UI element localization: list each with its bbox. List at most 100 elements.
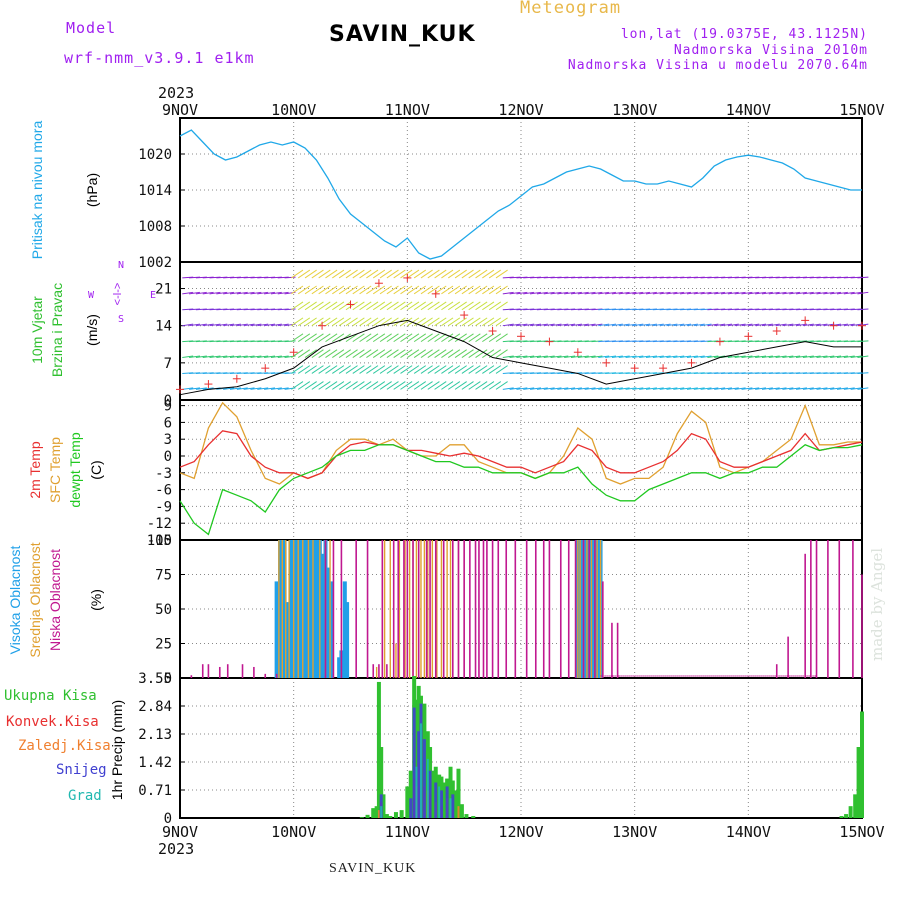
wind-barb bbox=[475, 269, 488, 279]
wind-barb bbox=[482, 269, 495, 279]
wind-barb bbox=[652, 323, 664, 327]
wind-barb bbox=[366, 269, 379, 279]
wind-barb bbox=[666, 355, 678, 359]
wind-barb bbox=[707, 355, 719, 359]
wind-barb bbox=[693, 291, 705, 295]
wind-barb bbox=[400, 365, 413, 374]
wind-barb bbox=[523, 387, 535, 390]
wind-barb bbox=[318, 301, 331, 311]
total-precip-bar bbox=[456, 768, 461, 818]
wind-barb bbox=[857, 355, 869, 359]
wind-barb bbox=[332, 365, 345, 374]
wind-barb bbox=[386, 333, 399, 343]
wind-barb bbox=[338, 349, 352, 358]
total-precip-bar bbox=[848, 806, 853, 818]
y-tick-label: 25 bbox=[155, 637, 172, 653]
wind-barb bbox=[796, 355, 808, 359]
wind-barb bbox=[598, 291, 610, 295]
pressure-unit-label: (hPa) bbox=[84, 173, 100, 207]
wind-barb bbox=[830, 387, 842, 390]
wind-barb bbox=[345, 269, 358, 279]
mid-cloud-bar bbox=[446, 540, 448, 678]
wind-barb bbox=[761, 387, 773, 390]
wind-barb bbox=[748, 387, 760, 390]
wind-barb bbox=[639, 355, 651, 359]
wind-barb bbox=[775, 355, 787, 359]
wind-barb bbox=[734, 387, 746, 390]
high-cloud-bar bbox=[337, 657, 342, 678]
wind-barb bbox=[570, 355, 582, 359]
wind-barb bbox=[584, 387, 596, 390]
wind-barb bbox=[625, 291, 637, 295]
low-cloud-bar bbox=[827, 540, 829, 678]
snow-bar bbox=[412, 707, 416, 818]
wind-barb bbox=[338, 269, 352, 279]
wind-barb bbox=[236, 291, 248, 295]
wind-barb bbox=[291, 349, 304, 358]
wind-barb bbox=[686, 355, 698, 359]
low-cloud-bar bbox=[381, 540, 384, 678]
high-cloud-bar bbox=[314, 540, 319, 678]
wind-barb bbox=[830, 355, 842, 359]
wind-barb bbox=[372, 317, 386, 327]
precip-legend-0: Ukupna Kisa bbox=[4, 688, 97, 704]
wind-barb bbox=[250, 387, 262, 390]
y-tick-label: 3.55 bbox=[138, 671, 172, 687]
wind-barb bbox=[530, 387, 542, 390]
low-cloud-bar bbox=[403, 540, 405, 678]
wind-barb bbox=[304, 381, 317, 390]
wind-barb bbox=[400, 285, 413, 295]
wind-barb bbox=[427, 269, 440, 279]
high-cloud-bar bbox=[305, 540, 310, 678]
wind-barb bbox=[523, 291, 535, 295]
wind-barb bbox=[372, 269, 386, 279]
wind-barb bbox=[482, 349, 495, 358]
total-precip-bar bbox=[405, 786, 410, 818]
wind-speed-line bbox=[179, 319, 862, 396]
mid-cloud-bar bbox=[319, 540, 321, 678]
cloud-ylabel-mid: Srednja Oblacnost bbox=[27, 542, 43, 657]
wind-barb bbox=[782, 323, 794, 327]
model-elevation-label: Nadmorska Visina u modelu 2070.64m bbox=[567, 58, 868, 73]
wind-barb bbox=[338, 381, 352, 390]
wind-barb bbox=[782, 387, 794, 390]
wind-barb bbox=[850, 323, 862, 327]
wind-barb bbox=[427, 381, 440, 390]
wind-barb bbox=[297, 317, 311, 327]
snow-bar bbox=[445, 786, 449, 818]
wind-barb bbox=[741, 291, 753, 295]
high-cloud-bar bbox=[325, 567, 330, 678]
wind-barb bbox=[379, 317, 392, 327]
wind-barb bbox=[659, 387, 671, 390]
dir-label-s: S bbox=[118, 314, 124, 325]
wind-barb bbox=[714, 355, 726, 359]
total-precip-bar bbox=[431, 770, 436, 818]
y-tick-label: -3 bbox=[155, 466, 172, 482]
total-precip-bar bbox=[388, 816, 393, 818]
wind-barb bbox=[291, 269, 304, 279]
wind-barb bbox=[359, 349, 372, 358]
wind-barb bbox=[318, 269, 331, 279]
wind-barb bbox=[257, 387, 269, 390]
wind-barb bbox=[516, 291, 528, 295]
wind-barb bbox=[645, 355, 657, 359]
wind-barb bbox=[550, 291, 562, 295]
time-tick-top: 12NOV bbox=[498, 101, 543, 119]
wind-barb bbox=[454, 381, 467, 390]
wind-barb bbox=[823, 387, 835, 390]
year-label-bottom: 2023 bbox=[158, 840, 194, 858]
wind-barb bbox=[714, 387, 726, 390]
wind-barb bbox=[686, 291, 698, 295]
total-precip-bar bbox=[448, 766, 453, 818]
wind-barb bbox=[413, 349, 427, 358]
wind-barb bbox=[413, 333, 427, 343]
wind-barb bbox=[189, 387, 201, 390]
wind-barb bbox=[584, 323, 596, 327]
station-title: SAVIN_KUK bbox=[329, 22, 476, 47]
low-cloud-bar bbox=[514, 540, 517, 678]
wind-barb bbox=[680, 323, 692, 327]
precip-legend-1: Konvek.Kisa bbox=[6, 714, 99, 730]
wind-barb bbox=[345, 317, 358, 327]
wind-barb bbox=[796, 323, 808, 327]
low-cloud-bar bbox=[386, 664, 388, 678]
